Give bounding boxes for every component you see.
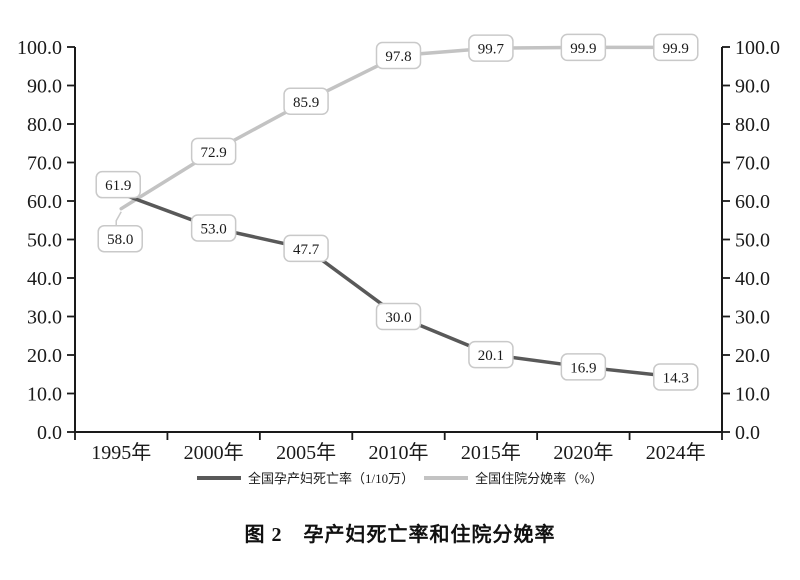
data-label-value: 72.9 <box>201 145 227 161</box>
data-label-value: 53.0 <box>201 221 227 237</box>
legend-label-hospital-delivery: 全国住院分娩率（%） <box>475 471 603 486</box>
chart-legend: 全国孕产妇死亡率（1/10万） 全国住院分娩率（%） <box>0 468 800 487</box>
y-axis-left-tick-label: 10.0 <box>27 384 62 406</box>
line-chart-canvas: 0.0 0.0 10.0 10.0 20.0 20.0 30.0 30.0 40.0 40.0 50… <box>17 33 780 464</box>
data-label-box <box>653 33 699 62</box>
data-label-box <box>560 353 607 381</box>
data-label-value: 16.9 <box>570 360 596 376</box>
x-axis-category-label: 1995年 <box>91 441 151 464</box>
data-label-box <box>283 234 329 263</box>
y-axis-left-tick-label: 70.0 <box>27 153 62 175</box>
legend-item-hospital-delivery: 全国住院分娩率（%） <box>424 468 603 487</box>
data-label-value: 58.0 <box>107 232 133 248</box>
data-label-box <box>468 34 514 62</box>
data-label-box <box>190 214 237 242</box>
legend-label-maternal-mortality: 全国孕产妇死亡率（1/10万） <box>248 471 415 486</box>
data-label-value: 30.0 <box>385 310 411 326</box>
legend-line-swatch-dark <box>197 475 242 480</box>
x-axis-category-label: 2005年 <box>276 441 336 464</box>
y-axis-left-tick-label: 30.0 <box>27 307 62 329</box>
y-axis-right-tick-label: 50.0 <box>735 230 770 252</box>
data-label-box <box>375 302 422 331</box>
y-axis-right-tick-label: 0.0 <box>735 422 760 444</box>
data-label-value: 61.9 <box>105 178 131 194</box>
data-label-value: 99.7 <box>478 42 505 58</box>
data-label-value: 99.9 <box>570 41 596 57</box>
data-label-value: 14.3 <box>663 370 689 386</box>
series-line-hospital-delivery <box>119 45 678 211</box>
data-label-box <box>468 340 514 369</box>
y-axis-left-tick-label: 20.0 <box>27 345 62 367</box>
x-axis-category-label: 2024年 <box>646 441 706 464</box>
y-axis-left-tick-label: 100.0 <box>17 37 62 59</box>
figure-caption: 图 2 孕产妇死亡率和住院分娩率 <box>244 524 556 546</box>
data-label-value: 85.9 <box>293 95 319 111</box>
data-label-box <box>283 87 329 116</box>
x-axis-category-label: 2020年 <box>553 441 613 464</box>
x-axis-category-label: 2000年 <box>184 441 244 464</box>
data-label-box <box>653 363 699 391</box>
y-axis-right-tick-label: 30.0 <box>735 307 770 329</box>
data-label-leader-line <box>115 211 122 226</box>
legend-item-maternal-mortality: 全国孕产妇死亡率（1/10万） <box>197 468 414 487</box>
y-axis-right-tick-label: 60.0 <box>735 191 770 213</box>
y-axis-right-tick-label: 100.0 <box>735 37 780 59</box>
data-label-value: 47.7 <box>293 242 320 258</box>
data-label-box <box>97 224 143 253</box>
y-axis-left-tick-label: 90.0 <box>27 76 62 98</box>
data-label-value: 20.1 <box>478 348 504 364</box>
y-axis-left-tick-label: 50.0 <box>27 230 62 252</box>
x-axis-category-label: 2010年 <box>369 441 429 464</box>
y-axis-left-tick-label: 80.0 <box>27 114 62 136</box>
y-axis-right-tick-label: 20.0 <box>735 345 770 367</box>
y-axis-right-tick-label: 40.0 <box>735 268 770 290</box>
y-axis-left-tick-label: 40.0 <box>27 268 62 290</box>
y-axis-right-tick-label: 80.0 <box>735 114 770 136</box>
data-label-box <box>560 33 607 62</box>
data-label-value: 97.8 <box>385 49 411 65</box>
data-label-box <box>190 137 237 166</box>
data-label-box <box>95 170 141 199</box>
y-axis-right-tick-label: 70.0 <box>735 153 770 175</box>
data-label-box <box>375 41 422 70</box>
y-axis-left-tick-label: 0.0 <box>37 422 62 444</box>
y-axis-left-tick-label: 60.0 <box>27 191 62 213</box>
data-label-value: 99.9 <box>663 41 689 57</box>
y-axis-right-tick-label: 90.0 <box>735 76 770 98</box>
x-axis-category-label: 2015年 <box>461 441 521 464</box>
legend-line-swatch-gray <box>424 475 469 480</box>
y-axis-right-tick-label: 10.0 <box>735 384 770 406</box>
